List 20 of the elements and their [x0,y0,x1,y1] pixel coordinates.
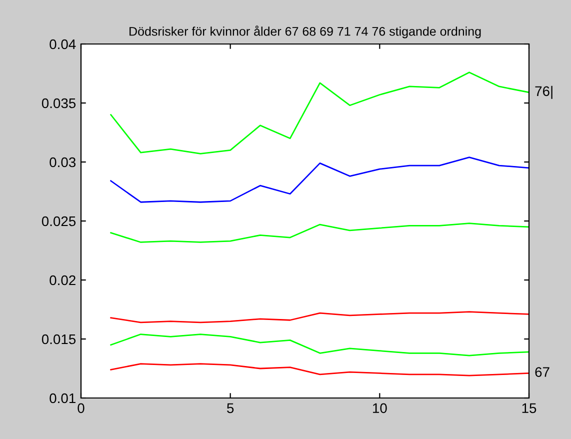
y-tick-label: 0.03 [50,157,76,168]
y-tick-label: 0.02 [50,275,76,286]
x-tick-label: 15 [522,403,536,414]
y-tick-label: 0.035 [42,98,76,108]
line-series [110,363,529,376]
x-tick-label: 5 [227,403,234,414]
y-tick-label: 0.01 [50,393,76,404]
y-tick-label: 0.04 [50,39,76,50]
y-tick-label: 0.025 [42,216,76,226]
line-series [110,334,529,356]
line-series [110,311,529,324]
annotation: 76| [535,86,552,99]
line-series [110,72,529,154]
x-tick-label: 0 [78,403,84,414]
line-series [110,156,529,203]
y-tick-label: 0.015 [42,334,76,344]
chart-title: Dödsrisker för kvinnor ålder 67 68 69 71 74 76 stigande ordning [130,26,481,38]
x-tick-label: 10 [373,403,387,414]
annotation: 67 [535,367,550,377]
line-series [110,222,529,243]
